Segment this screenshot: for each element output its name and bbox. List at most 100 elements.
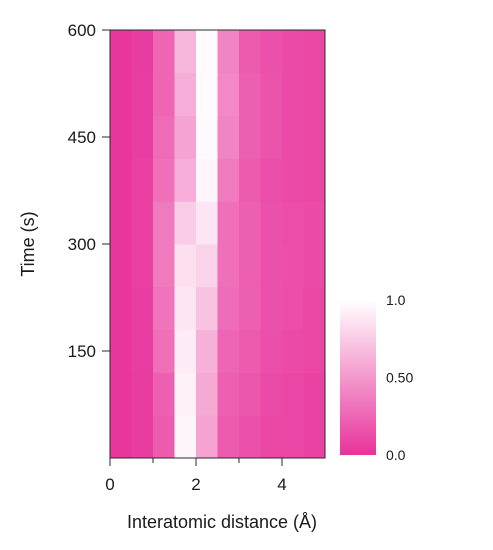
heatmap-cells	[110, 30, 326, 459]
heatmap-cell	[303, 158, 326, 202]
y-tick-label: 150	[68, 342, 96, 361]
heatmap-cell	[260, 30, 283, 74]
heatmap-cell	[174, 372, 197, 416]
heatmap-cell	[196, 30, 218, 74]
heatmap-cell	[174, 329, 197, 373]
heatmap-cell	[239, 30, 261, 74]
heatmap-cell	[282, 201, 304, 245]
heatmap-cell	[196, 286, 218, 331]
heatmap-cell	[153, 115, 175, 159]
heatmap-cell	[282, 115, 304, 159]
heatmap-cell	[153, 30, 175, 74]
heatmap-cell	[196, 329, 218, 373]
heatmap-cell	[282, 415, 304, 459]
heatmap-cell	[217, 30, 240, 74]
heatmap-cell	[153, 329, 175, 373]
heatmap-cell	[260, 158, 283, 202]
heatmap-cell	[153, 415, 175, 459]
heatmap-cell	[153, 158, 175, 202]
heatmap-cell	[260, 415, 283, 459]
heatmap-cell	[217, 115, 240, 159]
heatmap-cell	[303, 244, 326, 288]
heatmap-cell	[303, 329, 326, 373]
heatmap-cell	[303, 372, 326, 416]
heatmap-cell	[174, 72, 197, 117]
heatmap-cell	[196, 244, 218, 288]
heatmap-cell	[131, 115, 154, 159]
heatmap-cell	[239, 72, 261, 117]
heatmap-cell	[217, 415, 240, 459]
heatmap-cell	[303, 201, 326, 245]
heatmap-cell	[303, 115, 326, 159]
heatmap-cell	[131, 415, 154, 459]
heatmap-cell	[110, 286, 132, 331]
heatmap-cell	[217, 201, 240, 245]
heatmap-cell	[217, 244, 240, 288]
heatmap-cell	[260, 286, 283, 331]
heatmap-cell	[239, 115, 261, 159]
heatmap-cell	[282, 158, 304, 202]
heatmap-cell	[282, 72, 304, 117]
heatmap-cell	[282, 372, 304, 416]
heatmap-cell	[303, 286, 326, 331]
heatmap-cell	[110, 201, 132, 245]
heatmap-cell	[239, 158, 261, 202]
heatmap-cell	[131, 329, 154, 373]
heatmap-cell	[110, 115, 132, 159]
x-axis-title: Interatomic distance (Å)	[127, 512, 317, 532]
heatmap-cell	[282, 30, 304, 74]
heatmap-cell	[239, 244, 261, 288]
heatmap-cell	[217, 158, 240, 202]
colorbar-tick-label: 0.50	[386, 370, 413, 386]
heatmap-cell	[131, 72, 154, 117]
heatmap-cell	[282, 329, 304, 373]
heatmap-cell	[110, 415, 132, 459]
heatmap-cell	[239, 201, 261, 245]
heatmap-cell	[110, 158, 132, 202]
heatmap-cell	[196, 158, 218, 202]
heatmap-cell	[110, 30, 132, 74]
heatmap-cell	[153, 201, 175, 245]
heatmap-cell	[110, 244, 132, 288]
heatmap-cell	[174, 158, 197, 202]
heatmap-cell	[196, 415, 218, 459]
heatmap-cell	[174, 115, 197, 159]
heatmap-cell	[260, 201, 283, 245]
heatmap-cell	[217, 372, 240, 416]
heatmap-cell	[153, 372, 175, 416]
heatmap-cell	[217, 72, 240, 117]
heatmap-cell	[131, 201, 154, 245]
heatmap-cell	[174, 415, 197, 459]
heatmap-cell	[196, 372, 218, 416]
heatmap-cell	[239, 286, 261, 331]
heatmap-cell	[174, 30, 197, 74]
heatmap-cell	[131, 30, 154, 74]
y-tick-label: 450	[68, 128, 96, 147]
colorbar-tick-label: 0.0	[386, 447, 406, 463]
heatmap-cell	[239, 372, 261, 416]
heatmap-cell	[282, 244, 304, 288]
heatmap-cell	[196, 115, 218, 159]
heatmap-cell	[196, 72, 218, 117]
heatmap-cell	[174, 244, 197, 288]
y-axis-title: Time (s)	[18, 211, 38, 276]
x-tick-label: 0	[105, 475, 114, 494]
colorbar	[340, 300, 376, 455]
heatmap-cell	[260, 329, 283, 373]
y-tick-label: 300	[68, 235, 96, 254]
heatmap-cell	[110, 72, 132, 117]
heatmap-cell	[239, 329, 261, 373]
heatmap-cell	[260, 244, 283, 288]
heatmap-cell	[110, 329, 132, 373]
heatmap-cell	[217, 286, 240, 331]
colorbar-labels: 1.0 0.50 0.0	[386, 292, 413, 463]
heatmap-cell	[174, 201, 197, 245]
heatmap-cell	[110, 372, 132, 416]
y-axis: 150 300 450 600	[68, 21, 110, 361]
x-tick-label: 2	[191, 475, 200, 494]
heatmap-cell	[131, 158, 154, 202]
heatmap-cell	[260, 372, 283, 416]
heatmap-cell	[153, 286, 175, 331]
x-tick-label: 4	[277, 475, 286, 494]
x-axis: 0 2 4	[105, 458, 287, 494]
